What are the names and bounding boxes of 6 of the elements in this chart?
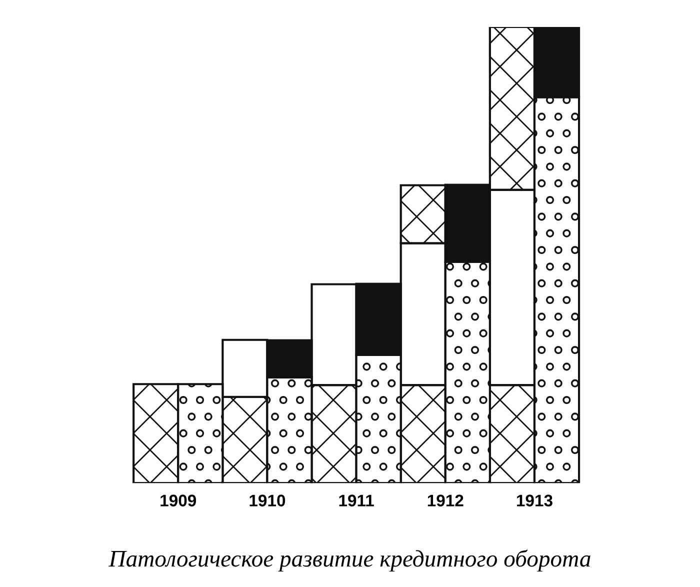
x-tick-label: 1910 — [250, 494, 286, 506]
x-tick-label: 1913 — [516, 494, 552, 506]
text: Патологическое развитие кредитного оборота — [108, 550, 590, 572]
x-tick-label: 1909 — [160, 494, 196, 506]
x-tick-label: 1912 — [428, 494, 464, 506]
x-tick-label: 1911 — [339, 494, 374, 506]
